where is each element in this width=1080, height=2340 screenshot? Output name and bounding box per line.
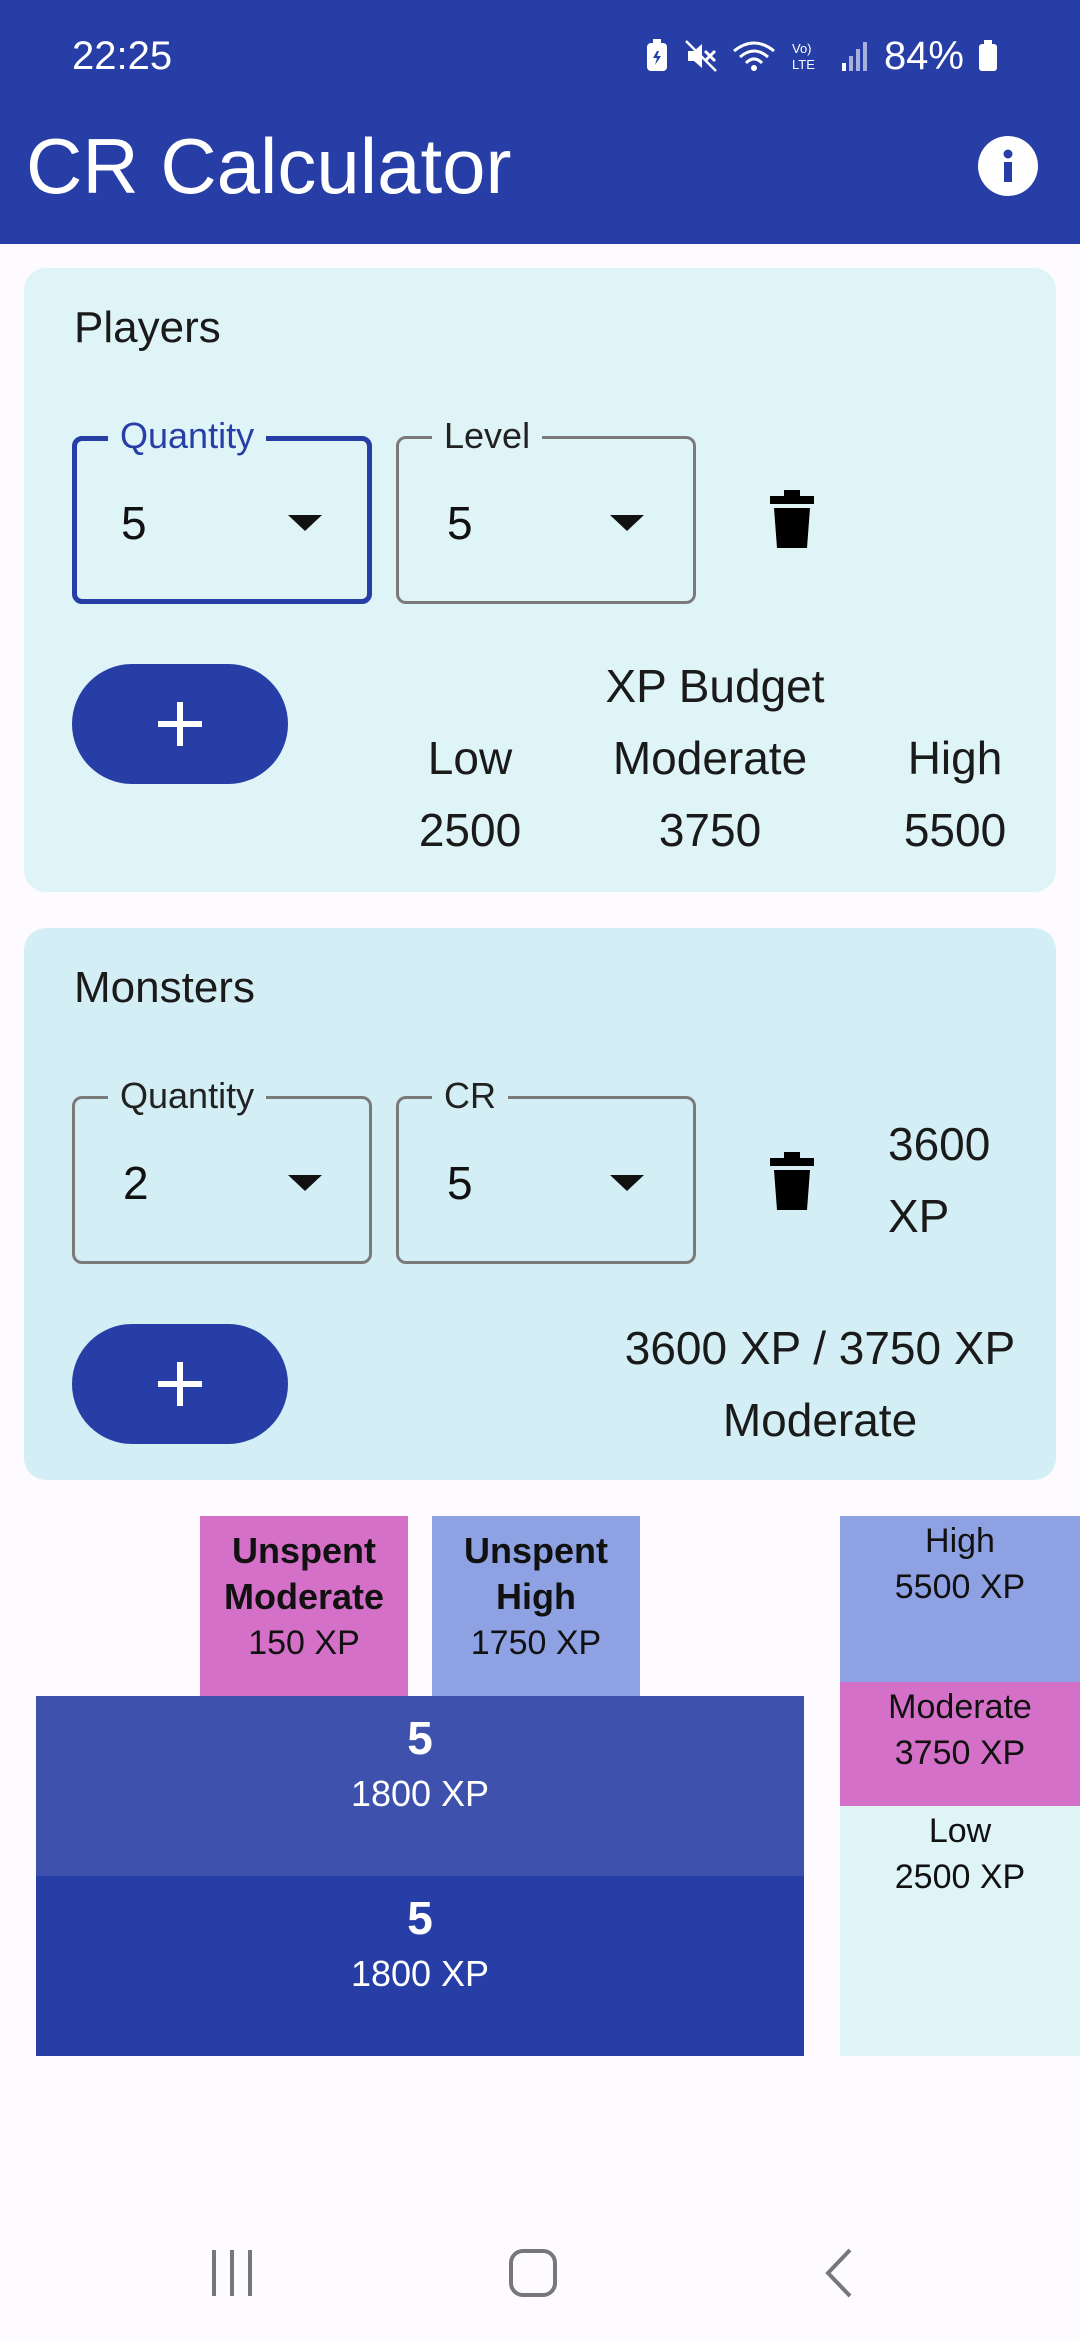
- players-quantity-dropdown[interactable]: 5: [72, 436, 372, 604]
- caret-down-icon: [610, 1175, 644, 1191]
- info-button[interactable]: [978, 136, 1038, 196]
- home-icon[interactable]: [508, 2248, 558, 2298]
- xp-budget-heading: XP Budget: [605, 660, 825, 712]
- monster-block: 5 1800 XP: [36, 1696, 804, 1876]
- caret-down-icon: [288, 515, 322, 531]
- plus-icon: [158, 1362, 202, 1406]
- monsters-quantity-value: 2: [123, 1157, 149, 1209]
- wifi-icon: [733, 41, 775, 71]
- monsters-cr-label: CR: [432, 1076, 508, 1116]
- back-icon[interactable]: [820, 2246, 856, 2300]
- threshold-high-xp: 5500 XP: [894, 1568, 1026, 1606]
- monster-block: 5 1800 XP: [36, 1876, 804, 2056]
- players-level-label: Level: [432, 416, 543, 456]
- status-time: 22:25: [72, 34, 173, 78]
- monster-block-cr: 5: [407, 1712, 433, 1764]
- threshold-moderate-xp: 3750 XP: [894, 1734, 1026, 1772]
- difficulty-label: Moderate: [722, 1394, 918, 1446]
- monster-block-cr: 5: [407, 1892, 433, 1944]
- monster-row-xp-value: 3600: [888, 1118, 991, 1170]
- caret-down-icon: [610, 515, 644, 531]
- threshold-high-label: High: [925, 1522, 995, 1560]
- app-bar: [0, 0, 1080, 244]
- plus-icon: [158, 702, 202, 746]
- players-level-value: 5: [447, 497, 473, 549]
- caret-down-icon: [288, 1175, 322, 1191]
- add-player-button[interactable]: [72, 664, 288, 784]
- threshold-low-label: Low: [928, 1812, 992, 1850]
- trash-icon[interactable]: [770, 1152, 814, 1210]
- signal-icon: [841, 42, 867, 71]
- budget-high-label: High: [907, 732, 1003, 784]
- xp-summary: 3600 XP / 3750 XP: [624, 1322, 1016, 1374]
- players-quantity-label: Quantity: [108, 416, 267, 456]
- monsters-title: Monsters: [74, 963, 255, 1012]
- players-card: [24, 268, 1056, 892]
- monster-block-xp: 1800 XP: [350, 1773, 490, 1814]
- unspent-moderate-title2: Moderate: [223, 1576, 385, 1617]
- players-level-dropdown[interactable]: 5: [396, 436, 696, 604]
- unspent-high-xp: 1750 XP: [470, 1624, 602, 1662]
- players-title: Players: [74, 303, 221, 352]
- unspent-high-block: Unspent High 1750 XP: [432, 1516, 640, 1696]
- navigation-bar: [0, 2210, 1080, 2340]
- volte-icon: Vo)LTE: [792, 41, 815, 72]
- players-quantity-value: 5: [121, 497, 147, 549]
- budget-moderate-label: Moderate: [612, 732, 808, 784]
- threshold-moderate-label: Moderate: [888, 1688, 1032, 1726]
- trash-icon[interactable]: [770, 490, 814, 548]
- unspent-moderate-block: Unspent Moderate 150 XP: [200, 1516, 408, 1696]
- budget-low-label: Low: [427, 732, 513, 784]
- threshold-low-xp: 2500 XP: [894, 1858, 1026, 1896]
- battery-percent: 84%: [883, 34, 964, 78]
- app-title: CR Calculator: [26, 122, 512, 210]
- budget-low-value: 2500: [418, 804, 522, 856]
- budget-high-value: 5500: [903, 804, 1007, 856]
- threshold-moderate-band: Moderate 3750 XP: [840, 1682, 1080, 1806]
- status-icons: Vo) LTE 84%: [644, 28, 998, 84]
- monsters-quantity-label: Quantity: [108, 1076, 267, 1116]
- threshold-low-band: Low 2500 XP: [840, 1806, 1080, 2056]
- add-monster-button[interactable]: [72, 1324, 288, 1444]
- unspent-moderate-xp: 150 XP: [248, 1624, 360, 1662]
- monsters-cr-value: 5: [447, 1157, 473, 1209]
- unspent-high-title1: Unspent: [464, 1530, 608, 1571]
- monster-block-xp: 1800 XP: [350, 1953, 490, 1994]
- info-icon: [1003, 149, 1013, 182]
- monsters-cr-dropdown[interactable]: 5: [396, 1096, 696, 1264]
- battery-icon: [979, 40, 997, 71]
- monsters-quantity-dropdown[interactable]: 2: [72, 1096, 372, 1264]
- recents-icon[interactable]: [208, 2248, 256, 2298]
- battery-saver-icon: [646, 39, 667, 71]
- threshold-high-band: High 5500 XP: [840, 1516, 1080, 1682]
- svg-text:LTE: LTE: [792, 57, 815, 72]
- budget-moderate-value: 3750: [658, 804, 762, 856]
- mute-icon: [685, 40, 717, 72]
- monster-row-xp-unit: XP: [888, 1190, 950, 1242]
- unspent-high-title2: High: [496, 1576, 576, 1617]
- svg-text:Vo): Vo): [792, 41, 812, 56]
- unspent-moderate-title1: Unspent: [232, 1530, 376, 1571]
